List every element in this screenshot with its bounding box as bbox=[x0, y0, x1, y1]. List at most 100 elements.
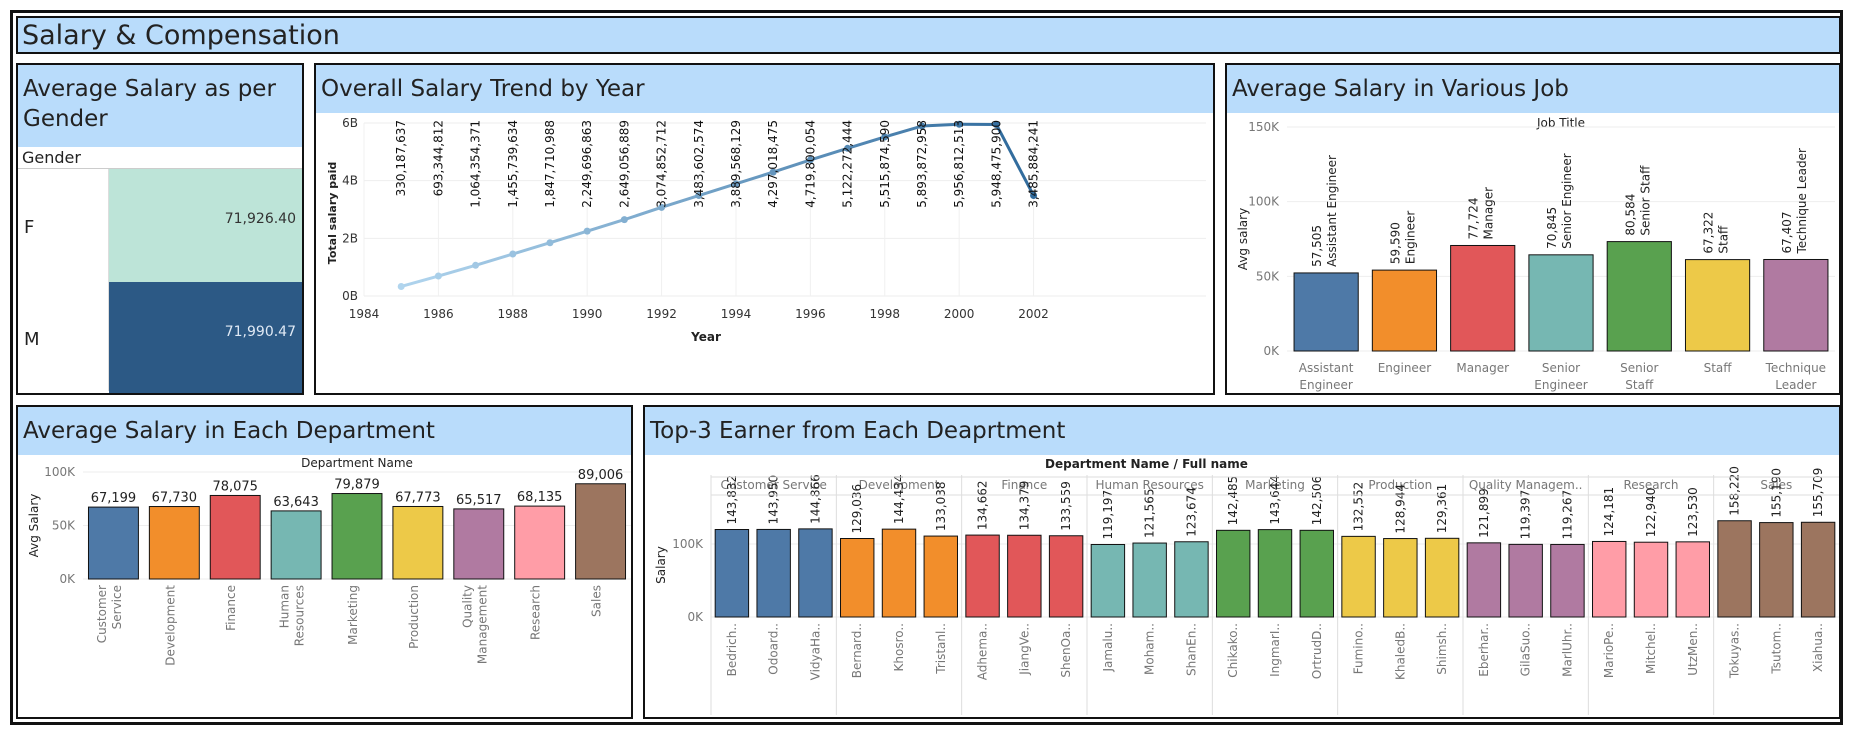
top3-value-label: 133,559 bbox=[1059, 481, 1073, 531]
top3-value-label: 143,950 bbox=[767, 475, 781, 525]
top3-value-label: 129,361 bbox=[1435, 484, 1449, 534]
trend-xtick-label: 1992 bbox=[646, 307, 677, 321]
trend-point bbox=[955, 120, 963, 128]
dept-xtick-label: Management bbox=[475, 585, 489, 664]
top3-value-label: 134,379 bbox=[1017, 481, 1031, 531]
trend-line-segment bbox=[994, 122, 1036, 197]
top3-name-label: ShenOa.. bbox=[1059, 623, 1073, 678]
top3-name-label: Shimsh.. bbox=[1435, 623, 1449, 675]
dept-xtick-label: Resources bbox=[293, 585, 307, 646]
job-value-label: 67,322 bbox=[1702, 212, 1716, 254]
dept-bar bbox=[148, 506, 200, 580]
top3-value-label: 155,709 bbox=[1811, 468, 1825, 518]
top3-name-label: MarlUhr.. bbox=[1560, 623, 1574, 677]
job-bar bbox=[1528, 254, 1594, 352]
top3-name-label: OrtrudD.. bbox=[1310, 623, 1324, 679]
trend-panel: Overall Salary Trend by Year 0B 2B 4B 6B 198… bbox=[314, 63, 1215, 395]
trend-point bbox=[881, 133, 889, 141]
trend-data-label: 1,064,354,371 bbox=[469, 120, 483, 208]
top3-value-label: 132,552 bbox=[1352, 482, 1366, 532]
top3-bar bbox=[1759, 522, 1794, 618]
trend-data-label: 4,719,800,054 bbox=[803, 120, 817, 208]
dept-xtick-label: Service bbox=[110, 585, 124, 629]
top3-name-label: Khosro.. bbox=[892, 623, 906, 672]
top3-bar bbox=[1299, 529, 1334, 618]
trend-line-segment bbox=[846, 135, 887, 150]
gender-divider bbox=[108, 169, 109, 391]
trend-line-segment bbox=[436, 263, 478, 278]
top3-name-label: IngmarI.. bbox=[1268, 623, 1282, 677]
trend-y-axis-title: Total salary paid bbox=[326, 162, 339, 264]
dept-y-axis-title: Avg Salary bbox=[27, 494, 41, 558]
trend-data-label: 4,297,018,475 bbox=[766, 120, 780, 208]
trend-xtick-label: 1988 bbox=[498, 307, 529, 321]
dept-value-label: 65,517 bbox=[456, 493, 502, 508]
dept-xtick-label: Production bbox=[407, 585, 421, 649]
dept-value-label: 67,730 bbox=[152, 491, 198, 506]
trend-line-segment bbox=[474, 252, 515, 267]
top3-bar bbox=[1508, 543, 1543, 618]
trend-point bbox=[918, 122, 926, 130]
job-category-label: Engineer bbox=[1403, 211, 1417, 265]
job-bar bbox=[1763, 258, 1829, 352]
top3-value-label: 143,644 bbox=[1268, 475, 1282, 525]
top3-value-label: 119,397 bbox=[1519, 490, 1533, 540]
gender-block-m[interactable]: 71,990.47 bbox=[109, 282, 302, 393]
top3-bar bbox=[1550, 543, 1585, 618]
top3-bar bbox=[1007, 534, 1042, 618]
top3-panel: Top-3 Earner from Each Deaprtment Depart… bbox=[643, 405, 1841, 719]
trend-data-label: 3,483,602,574 bbox=[692, 120, 706, 208]
top3-name-label: Moham.. bbox=[1143, 623, 1157, 675]
top3-name-label: Adhema.. bbox=[976, 623, 990, 680]
gender-block-f[interactable]: 71,926.40 bbox=[109, 169, 302, 282]
trend-chart: 0B 2B 4B 6B 1984 1986 1988 1990 1992 1994 1996 1998… bbox=[326, 116, 1206, 344]
dept-value-label: 67,199 bbox=[91, 491, 137, 506]
job-bar bbox=[1450, 244, 1516, 352]
trend-data-label: 5,956,812,513 bbox=[952, 120, 966, 208]
trend-line-segment bbox=[399, 274, 440, 288]
top3-value-label: 124,181 bbox=[1602, 487, 1616, 537]
trend-point bbox=[769, 168, 777, 176]
trend-line-segment bbox=[622, 205, 664, 222]
trend-xtick-label: 2000 bbox=[944, 307, 975, 321]
gender-column-header: Gender bbox=[18, 147, 302, 169]
job-xtick-label: Engineer bbox=[1534, 378, 1588, 392]
top3-value-label: 158,220 bbox=[1728, 466, 1742, 516]
trend-xtick-label: 1996 bbox=[795, 307, 826, 321]
trend-point bbox=[695, 192, 703, 200]
dept-xtick-label: Marketing bbox=[346, 585, 360, 645]
top3-value-label: 144,866 bbox=[808, 474, 822, 524]
top3-value-label: 128,944 bbox=[1393, 484, 1407, 534]
job-xtick-label: Staff bbox=[1625, 378, 1654, 392]
trend-point bbox=[472, 261, 480, 269]
trend-data-label: 3,074,852,712 bbox=[655, 120, 669, 208]
trend-point bbox=[992, 120, 1000, 128]
top3-bar bbox=[798, 528, 833, 618]
trend-data-label: 693,344,812 bbox=[431, 120, 445, 196]
trend-line-segment bbox=[585, 218, 626, 233]
dept-chart: Department Name 0K 50K 100K Avg Salary 67,199… bbox=[27, 456, 631, 666]
top3-name-label: KhaledB.. bbox=[1393, 623, 1407, 680]
top3-ytick-label: 100K bbox=[672, 537, 704, 551]
trend-xtick-label: 1984 bbox=[349, 307, 380, 321]
trend-point bbox=[806, 156, 814, 164]
dept-bar bbox=[209, 494, 261, 580]
top3-bar bbox=[756, 528, 791, 618]
job-xtick-label: Staff bbox=[1704, 361, 1733, 375]
dept-bar bbox=[453, 508, 505, 580]
trend-line-segment bbox=[771, 158, 812, 174]
top3-value-label: 155,190 bbox=[1769, 468, 1783, 518]
trend-data-label: 5,122,272,444 bbox=[841, 120, 855, 208]
top3-name-label: Odoard.. bbox=[767, 623, 781, 675]
top3-name-label: MarioPe.. bbox=[1602, 623, 1616, 678]
trend-line-segment bbox=[734, 170, 775, 186]
trend-data-label: 3,889,568,129 bbox=[729, 120, 743, 208]
top3-bar bbox=[1341, 535, 1376, 618]
dept-xtick-label: Customer bbox=[95, 585, 109, 643]
dept-ytick-label: 0K bbox=[59, 572, 76, 586]
dept-xtick-label: Development bbox=[163, 585, 177, 666]
trend-data-label: 5,893,872,958 bbox=[915, 120, 929, 208]
dept-ytick-label: 100K bbox=[44, 465, 76, 479]
dept-xtick-label: Quality bbox=[460, 585, 474, 628]
top3-bar bbox=[1383, 538, 1418, 618]
